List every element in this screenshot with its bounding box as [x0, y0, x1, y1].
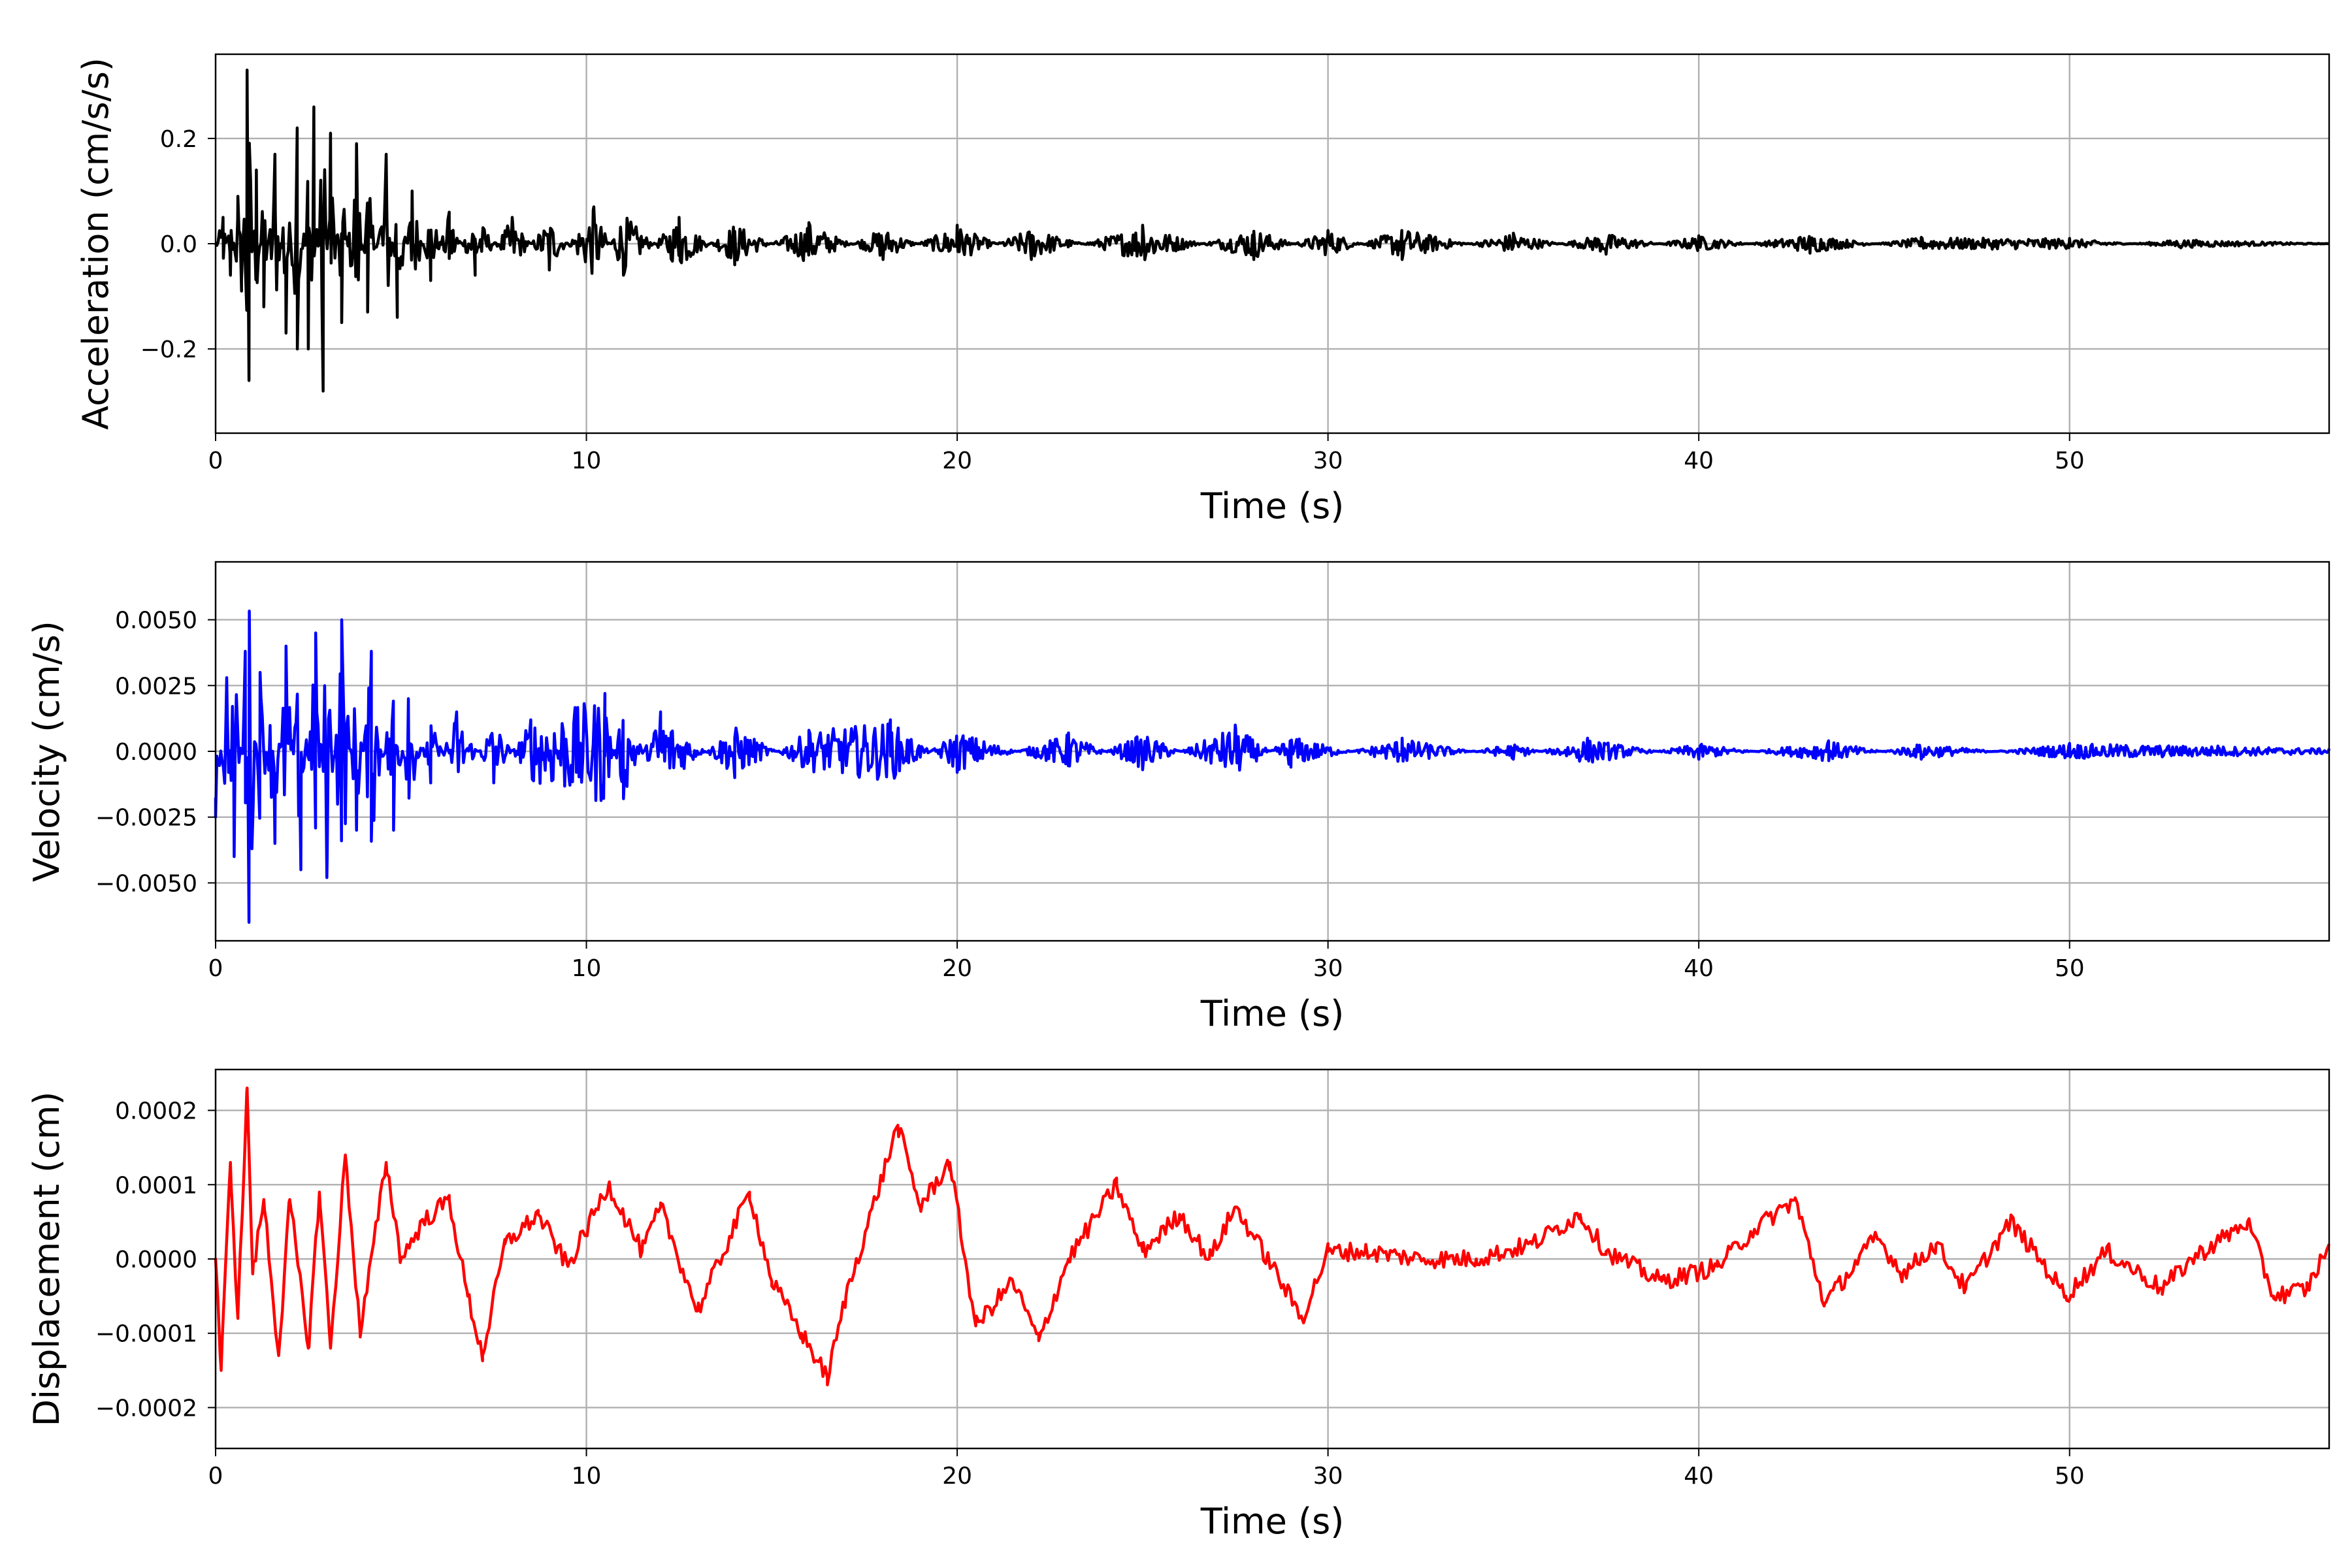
displacement-ytick-label-3: 0.0001	[115, 1172, 197, 1199]
displacement-xtick-label-2: 20	[942, 1463, 972, 1490]
velocity-xtick-label-5: 50	[2055, 955, 2085, 982]
velocity-series-line	[214, 610, 2331, 924]
displacement-xtick-label-1: 10	[572, 1463, 602, 1490]
acceleration-ytick-label-0: −0.2	[140, 336, 197, 363]
velocity-xtick-label-0: 0	[208, 955, 223, 982]
displacement-xtick-label-5: 50	[2055, 1463, 2085, 1490]
velocity-ytick-label-4: 0.0050	[115, 608, 197, 634]
displacement-xtick-label-4: 40	[1684, 1463, 1714, 1490]
displacement-ytick-label-1: −0.0001	[95, 1321, 197, 1348]
velocity-ytick-label-0: −0.0050	[95, 870, 197, 897]
displacement-xlabel: Time (s)	[1200, 1501, 1345, 1542]
acceleration-xtick-label-2: 20	[942, 448, 972, 474]
acceleration-series-line	[214, 68, 2330, 393]
displacement-chart: 0 10 20 30 40 50 −0.0002 −0.0001 0.0000 0.0001 0.0…	[26, 1068, 2331, 1542]
acceleration-xtick-label-0: 0	[208, 448, 223, 474]
displacement-xtick-label-0: 0	[208, 1463, 223, 1490]
acceleration-xtick-label-5: 50	[2055, 448, 2085, 474]
displacement-ytick-label-4: 0.0002	[115, 1098, 197, 1125]
acceleration-xtick-label-4: 40	[1684, 448, 1714, 474]
velocity-xtick-label-1: 10	[572, 955, 602, 982]
acceleration-xtick-label-1: 10	[572, 448, 602, 474]
velocity-ytick-label-1: −0.0025	[95, 805, 197, 832]
velocity-xtick-label-4: 40	[1684, 955, 1714, 982]
displacement-series-line	[214, 1086, 2331, 1386]
acceleration-chart: 0 10 20 30 40 50 −0.2 0.0 0.2 Time (s) Acceleratio…	[75, 53, 2330, 527]
displacement-ylabel: Displacement (cm)	[26, 1092, 67, 1427]
acceleration-ytick-label-1: 0.0	[160, 231, 197, 258]
velocity-ytick-label-3: 0.0025	[115, 673, 197, 700]
velocity-ytick-label-2: 0.0000	[115, 739, 197, 766]
velocity-xlabel: Time (s)	[1200, 993, 1345, 1034]
acceleration-ylabel: Acceleration (cm/s/s)	[75, 57, 116, 430]
displacement-ytick-label-2: 0.0000	[115, 1247, 197, 1273]
displacement-ytick-label-0: −0.0002	[95, 1395, 197, 1422]
velocity-ylabel: Velocity (cm/s)	[26, 621, 67, 882]
acceleration-xlabel: Time (s)	[1200, 485, 1345, 527]
displacement-xtick-label-3: 30	[1313, 1463, 1343, 1490]
acceleration-ytick-label-2: 0.2	[160, 126, 197, 153]
velocity-xtick-label-3: 30	[1313, 955, 1343, 982]
acceleration-xtick-label-3: 30	[1313, 448, 1343, 474]
velocity-chart: 0 10 20 30 40 50 −0.0050 −0.0025 0.0000 0.0025 0.0…	[26, 561, 2331, 1034]
velocity-xtick-label-2: 20	[942, 955, 972, 982]
